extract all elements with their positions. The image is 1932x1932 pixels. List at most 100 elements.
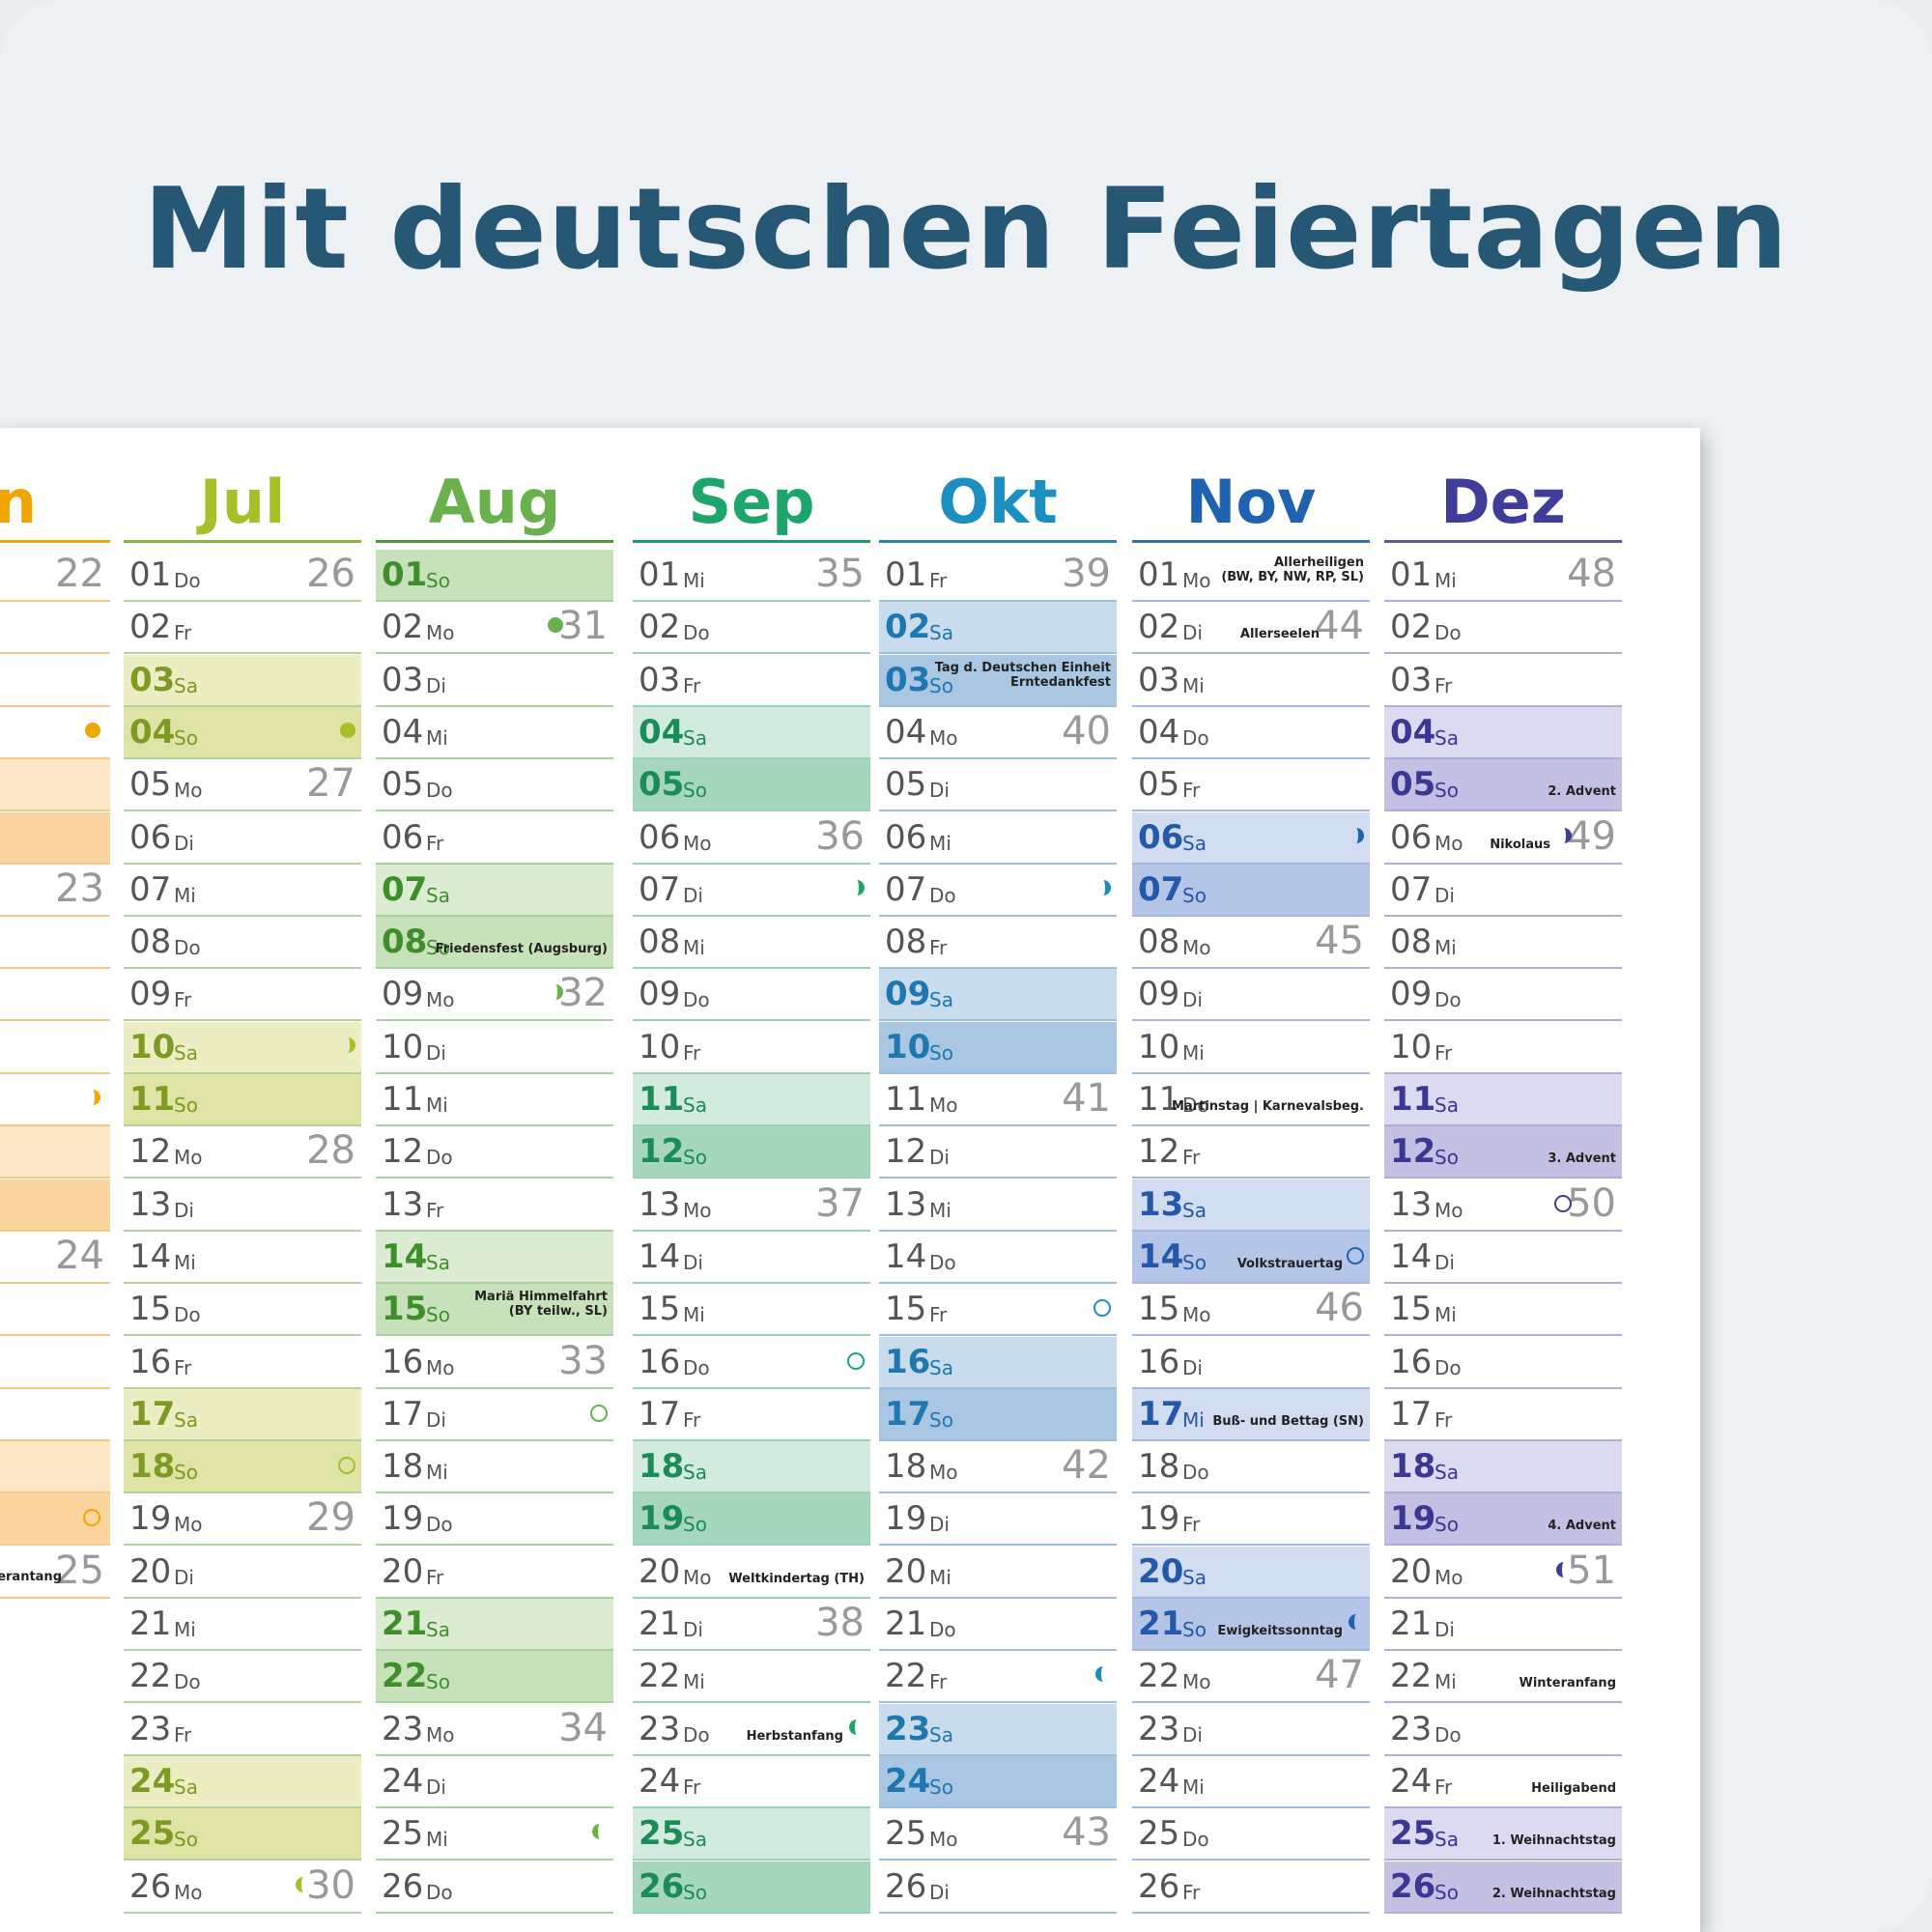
day-row[interactable]: 01 Mo Allerheiligen (BW, BY, NW, RP, SL) [1132, 550, 1370, 602]
day-row[interactable]: 14 Di [1384, 1232, 1622, 1284]
day-row[interactable]: 16 Do [633, 1337, 870, 1389]
day-row[interactable]: 06 Sa [1132, 811, 1370, 865]
day-row[interactable]: 21 So Ewigkeitssonntag [1132, 1599, 1370, 1651]
day-row[interactable] [0, 655, 110, 707]
day-row[interactable]: 11 Sa [1384, 1074, 1622, 1126]
day-row[interactable]: 08 Mo 45 [1132, 917, 1370, 970]
day-row[interactable]: 25 Sa [633, 1808, 870, 1861]
day-row[interactable]: 12 Di [879, 1126, 1117, 1179]
day-row[interactable]: 17 So [879, 1388, 1117, 1441]
day-row[interactable]: 23 Di [1132, 1704, 1370, 1756]
day-row[interactable]: 02 Do [633, 602, 870, 655]
day-row[interactable]: 15 Fr [879, 1284, 1117, 1337]
day-row[interactable]: 23 Mo 34 [376, 1704, 613, 1756]
day-row[interactable]: 23 [0, 865, 110, 917]
day-row[interactable] [0, 1389, 110, 1441]
day-row[interactable]: 04 Sa [1384, 706, 1622, 759]
day-row[interactable]: 18 Mo 42 [879, 1441, 1117, 1494]
day-row[interactable]: 09 Di [1132, 969, 1370, 1022]
day-row[interactable]: 08 So Friedensfest (Augsburg) [376, 917, 613, 970]
day-row[interactable] [0, 811, 110, 865]
day-row[interactable]: 24 Fr [633, 1756, 870, 1808]
day-row[interactable]: 26 Fr [1132, 1861, 1370, 1914]
day-row[interactable]: 26 So [633, 1861, 870, 1914]
day-row[interactable]: 24 Di [376, 1756, 613, 1808]
day-row[interactable] [0, 969, 110, 1022]
day-row[interactable]: 01 So [376, 550, 613, 602]
day-row[interactable]: 02 Fr [124, 602, 361, 655]
day-row[interactable] [0, 1337, 110, 1389]
day-row[interactable] [0, 1493, 110, 1547]
day-row[interactable]: 03 Sa [124, 654, 361, 707]
day-row[interactable]: 07 Do [879, 865, 1117, 917]
day-row[interactable]: 06 Mo 49 Nikolaus [1384, 812, 1622, 865]
day-row[interactable]: 14 Di [633, 1232, 870, 1284]
day-row[interactable]: 21 Do [879, 1599, 1117, 1651]
day-row[interactable]: 22 Fr [879, 1651, 1117, 1704]
day-row[interactable]: 08 Mi [1384, 917, 1622, 970]
day-row[interactable]: 08 Fr [879, 917, 1117, 970]
day-row[interactable]: 21 Di [1384, 1599, 1622, 1651]
day-row[interactable]: 09 Do [633, 969, 870, 1022]
day-row[interactable]: 25 Mo 43 [879, 1808, 1117, 1861]
day-row[interactable]: 20 Fr [376, 1547, 613, 1599]
day-row[interactable]: 24 Sa [124, 1755, 361, 1808]
day-row[interactable]: 10 Mi [1132, 1022, 1370, 1074]
day-row[interactable]: 17 Di [376, 1389, 613, 1441]
day-row[interactable]: 20 Sa [1132, 1546, 1370, 1599]
day-row[interactable]: 10 Di [376, 1022, 613, 1074]
day-row[interactable]: 10 Fr [1384, 1022, 1622, 1074]
day-row[interactable]: 16 Do [1384, 1337, 1622, 1389]
day-row[interactable]: 18 Mi [376, 1441, 613, 1494]
day-row[interactable]: 18 Sa [633, 1441, 870, 1494]
day-row[interactable]: 23 Do Herbstanfang [633, 1704, 870, 1756]
day-row[interactable]: 16 Di [1132, 1337, 1370, 1389]
day-row[interactable] [0, 602, 110, 655]
day-row[interactable]: 07 Di [633, 865, 870, 917]
day-row[interactable]: 22 Mo 47 [1132, 1651, 1370, 1704]
day-row[interactable]: 12 So 3. Advent [1384, 1126, 1622, 1179]
day-row[interactable]: 25 Sa 1. Weihnachtstag [1384, 1808, 1622, 1861]
day-row[interactable]: 24 [0, 1232, 110, 1284]
day-row[interactable]: 05 So [633, 759, 870, 812]
day-row[interactable]: 16 Fr [124, 1337, 361, 1389]
day-row[interactable]: 06 Fr [376, 812, 613, 865]
day-row[interactable] [0, 707, 110, 759]
day-row[interactable] [0, 1074, 110, 1126]
day-row[interactable]: 13 Mo 37 [633, 1179, 870, 1232]
day-row[interactable]: 12 So [633, 1126, 870, 1179]
day-row[interactable]: 20 Mo Weltkindertag (TH) [633, 1547, 870, 1599]
day-row[interactable]: 19 So [633, 1493, 870, 1547]
day-row[interactable]: 17 Sa [124, 1388, 361, 1441]
day-row[interactable]: 25 Mi [376, 1808, 613, 1861]
day-row[interactable]: 04 Mi [376, 707, 613, 759]
day-row[interactable]: 21 Sa [376, 1599, 613, 1651]
day-row[interactable]: 02 Di 44 Allerseelen [1132, 602, 1370, 655]
day-row[interactable]: 02 Do [1384, 602, 1622, 655]
day-row[interactable]: 02 Mo 31 [376, 602, 613, 655]
day-row[interactable]: 26 So 2. Weihnachtstag [1384, 1861, 1622, 1914]
day-row[interactable]: 03 Mi [1132, 655, 1370, 707]
day-row[interactable]: 24 Mi [1132, 1756, 1370, 1808]
day-row[interactable]: 01 Mi 48 [1384, 550, 1622, 602]
day-row[interactable]: 19 So 4. Advent [1384, 1493, 1622, 1547]
day-row[interactable]: 04 So [124, 706, 361, 759]
day-row[interactable]: 07 Mi [124, 865, 361, 917]
day-row[interactable]: 04 Mo 40 [879, 707, 1117, 759]
day-row[interactable]: 13 Fr [376, 1179, 613, 1232]
day-row[interactable]: 15 So Mariä Himmelfahrt (BY teilw., SL) [376, 1284, 613, 1337]
day-row[interactable]: 15 Do [124, 1284, 361, 1337]
day-row[interactable]: 14 Do [879, 1232, 1117, 1284]
day-row[interactable]: 07 Di [1384, 865, 1622, 917]
day-row[interactable]: 11 Sa [633, 1074, 870, 1126]
day-row[interactable]: 20 Mo 51 [1384, 1547, 1622, 1599]
day-row[interactable]: 05 Mo 27 [124, 759, 361, 812]
day-row[interactable]: 22 So [376, 1651, 613, 1704]
day-row[interactable]: 14 Mi [124, 1232, 361, 1284]
day-row[interactable]: 14 Sa [376, 1231, 613, 1284]
day-row[interactable] [0, 1022, 110, 1074]
day-row[interactable]: 12 Mo 28 [124, 1126, 361, 1179]
day-row[interactable]: 20 Mi [879, 1547, 1117, 1599]
day-row[interactable]: 09 Sa [879, 969, 1117, 1022]
day-row[interactable]: 18 So [124, 1441, 361, 1494]
